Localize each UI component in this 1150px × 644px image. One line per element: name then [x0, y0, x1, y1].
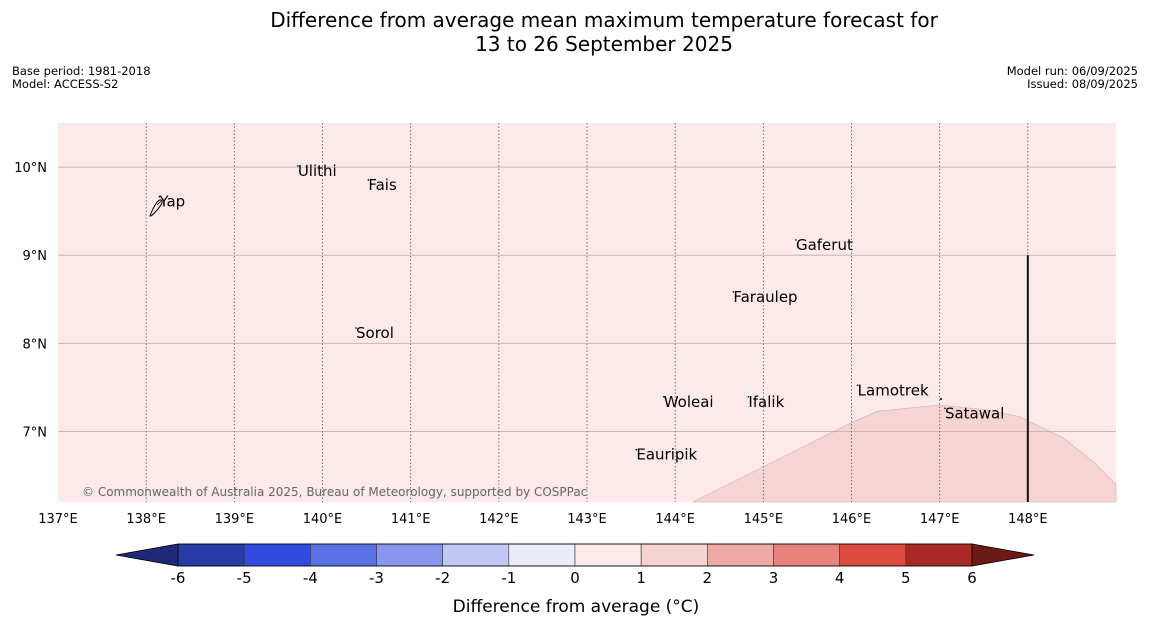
base-period-text: Base period: 1981-2018: [12, 64, 151, 78]
place-label: Satawal: [945, 404, 1004, 422]
meta-right: Model run: 06/09/2025 Issued: 08/09/2025: [1007, 65, 1138, 91]
chart-title: Difference from average mean maximum tem…: [0, 8, 1150, 56]
place-marker: [367, 179, 370, 181]
colorbar-tick-label: -4: [303, 569, 318, 587]
latitude-labels: 7°N 8°N 9°N 10°N: [14, 161, 47, 440]
lat-tick-label: 9°N: [23, 249, 48, 264]
lat-tick-label: 8°N: [23, 337, 48, 352]
place-marker: [747, 396, 750, 398]
lon-tick-label: 140°E: [303, 512, 343, 527]
colorbar-tick-label: 3: [769, 569, 779, 587]
colorbar-tick-label: 0: [570, 569, 580, 587]
title-line-2: 13 to 26 September 2025: [475, 32, 733, 56]
yap-coastline: [149, 199, 163, 217]
place-label: Yap: [158, 193, 185, 211]
lon-tick-label: 138°E: [126, 512, 166, 527]
colorbar-segment: [905, 543, 973, 567]
lon-tick-label: 141°E: [391, 512, 431, 527]
colorbar-tick-label: -1: [501, 569, 516, 587]
place-label: Ulithi: [298, 162, 337, 180]
colorbar-tick-label: -6: [171, 569, 186, 587]
colorbar-segment: [508, 543, 576, 567]
longitude-labels: 137°E 138°E 139°E 140°E 141°E 142°E 143°E 144°E…: [38, 512, 1047, 527]
copyright-text: © Commonwealth of Australia 2025, Bureau…: [82, 485, 587, 499]
island-dot: [940, 398, 942, 400]
place-marker: [355, 327, 357, 329]
place-label: Eauripik: [636, 446, 697, 464]
colorbar-segment: [310, 543, 377, 567]
colorbar-tick-label: 2: [703, 569, 713, 587]
colorbar-segment: [640, 543, 708, 567]
colorbar-segment: [442, 543, 510, 567]
lat-tick-label: 10°N: [14, 161, 47, 176]
place-label: Gaferut: [796, 236, 853, 254]
place-marker: [944, 407, 946, 410]
place-label: Faraulep: [733, 288, 797, 306]
lon-tick-label: 143°E: [567, 512, 607, 527]
colorbar-segment: [243, 543, 311, 567]
place-label: Lamotrek: [858, 381, 929, 399]
lon-tick-label: 144°E: [655, 512, 695, 527]
model-run-text: Model run: 06/09/2025: [1006, 64, 1138, 78]
colorbar-tick-label: -3: [369, 569, 384, 587]
place-marker: [635, 448, 638, 451]
place-marker: [795, 239, 797, 241]
colorbar-tick-label: 6: [967, 569, 977, 587]
colorbar-tick-label: -2: [435, 569, 450, 587]
colorbar-segment: [177, 543, 245, 567]
lon-tick-label: 145°E: [744, 512, 784, 527]
place-label: Sorol: [356, 324, 394, 342]
place-marker: [856, 384, 859, 387]
meta-left: Base period: 1981-2018 Model: ACCESS-S2: [12, 65, 151, 91]
lon-tick-label: 147°E: [920, 512, 960, 527]
title-line-1: Difference from average mean maximum tem…: [270, 8, 938, 32]
place-label: Woleai: [664, 393, 714, 411]
colorbar-label: Difference from average (°C): [453, 597, 700, 617]
colorbar-segment: [839, 543, 907, 567]
place-marker: [732, 291, 735, 293]
colorbar-segment: [376, 543, 443, 567]
place-marker: [297, 165, 299, 167]
colorbar-frame: [177, 543, 973, 567]
lon-tick-label: 139°E: [215, 512, 255, 527]
colorbar-tick-label: 1: [636, 569, 646, 587]
colorbar-segment: [574, 543, 642, 567]
place-label: Ifalik: [748, 393, 784, 411]
colorbar-under-triangle: [115, 543, 179, 567]
colorbar-tick-label: 4: [835, 569, 845, 587]
lon-tick-label: 146°E: [832, 512, 872, 527]
lat-tick-label: 7°N: [23, 425, 48, 440]
colorbar-segment: [773, 543, 840, 567]
colorbar-tick-label: 5: [901, 569, 911, 587]
issued-text: Issued: 08/09/2025: [1027, 77, 1138, 91]
lon-tick-label: 137°E: [38, 512, 78, 527]
colorbar-segment: [707, 543, 774, 567]
place-labels: Yap Ulithi Fais Gaferut Faraulep Sorol Lamotre…: [158, 162, 1004, 464]
lon-tick-label: 142°E: [479, 512, 519, 527]
lon-tick-label: 148°E: [1008, 512, 1048, 527]
warm-anomaly-region: [692, 404, 1117, 503]
place-marker: [662, 396, 665, 398]
colorbar-tick-label: -5: [237, 569, 252, 587]
place-marker: [158, 195, 161, 198]
model-text: Model: ACCESS-S2: [12, 77, 119, 91]
place-label: Fais: [368, 176, 397, 194]
colorbar: -6 -5 -4 -3 -2 -1 0 1 2 3 4 5 6: [115, 543, 1035, 587]
colorbar-over-triangle: [971, 543, 1035, 567]
